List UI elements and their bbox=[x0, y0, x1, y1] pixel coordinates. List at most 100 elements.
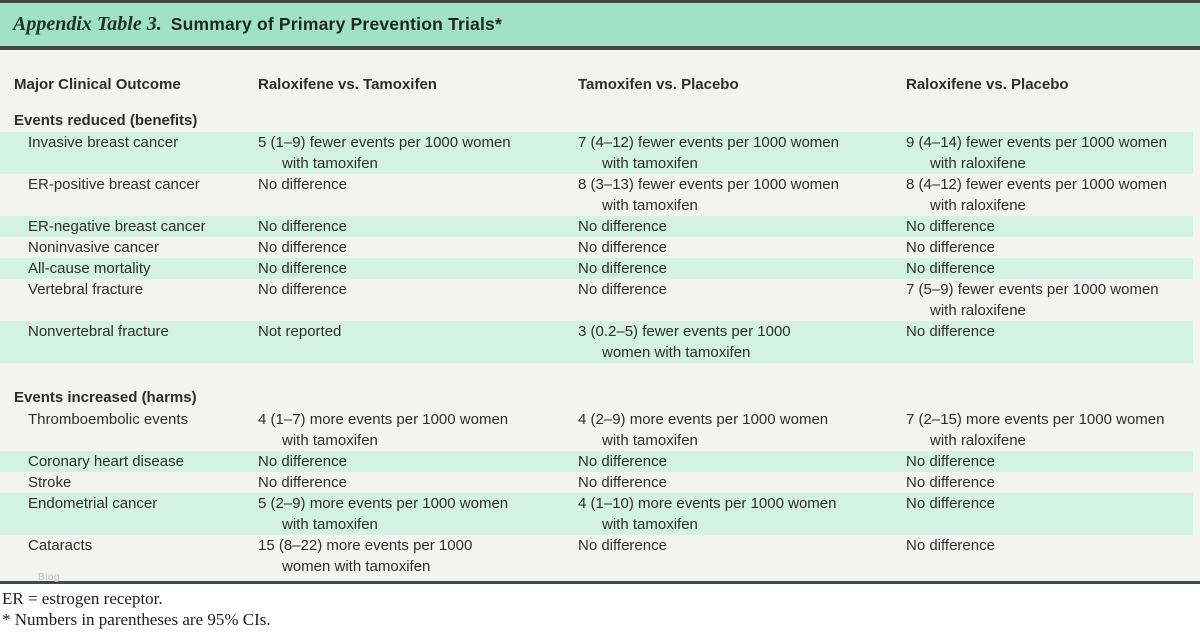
summary-table: Major Clinical Outcome Raloxifene vs. Ta… bbox=[0, 50, 1200, 581]
column-header-raloxifene-vs-placebo: Raloxifene vs. Placebo bbox=[906, 76, 1069, 93]
footnote-ci-note: * Numbers in parentheses are 95% CIs. bbox=[2, 610, 271, 629]
cell-text-line: No difference bbox=[578, 281, 667, 298]
cell-text-line: No difference bbox=[906, 239, 995, 256]
cell-text-line: No difference bbox=[906, 323, 995, 340]
table-cell: 7 (4–12) fewer events per 1000 women with… bbox=[578, 132, 906, 174]
table-cell: No difference bbox=[906, 237, 1193, 258]
cell-text-line: No difference bbox=[258, 260, 347, 277]
cell-text-line: women with tamoxifen bbox=[602, 344, 751, 361]
table-cell: No difference bbox=[578, 451, 906, 472]
cell-text-line: No difference bbox=[906, 453, 995, 470]
cell-text-line: 9 (4–14) fewer events per 1000 women bbox=[906, 134, 1167, 151]
cell-text-line: 8 (4–12) fewer events per 1000 women bbox=[906, 176, 1167, 193]
table-row: Nonvertebral fracture Not reported 3 (0.2–… bbox=[0, 321, 1193, 363]
cell-text-line: 7 (5–9) fewer events per 1000 women bbox=[906, 281, 1159, 298]
cell-text-line: with tamoxifen bbox=[602, 155, 698, 172]
table-cell: No difference bbox=[906, 321, 1193, 363]
cell-text-line: with tamoxifen bbox=[602, 197, 698, 214]
table-row: ER-positive breast cancer No difference 8 … bbox=[0, 174, 1193, 216]
cell-text-line: No difference bbox=[258, 453, 347, 470]
table-cell: 8 (4–12) fewer events per 1000 women with… bbox=[906, 174, 1193, 216]
section-title: Events reduced (benefits) bbox=[14, 112, 198, 129]
cell-text-line: with raloxifene bbox=[930, 155, 1026, 172]
table-cell: 3 (0.2–5) fewer events per 1000 women wit… bbox=[578, 321, 906, 363]
cell-text-line: 15 (8–22) more events per 1000 bbox=[258, 537, 473, 554]
table-cell: No difference bbox=[906, 258, 1193, 279]
table-cell: 15 (8–22) more events per 1000 women with… bbox=[258, 535, 578, 577]
cell-text-line: with raloxifene bbox=[930, 197, 1026, 214]
cell-text-line: No difference bbox=[258, 176, 347, 193]
cell-text-line: with raloxifene bbox=[930, 302, 1026, 319]
cell-text-line: 4 (1–10) more events per 1000 women bbox=[578, 495, 837, 512]
table-row: Thromboembolic events 4 (1–7) more events… bbox=[0, 409, 1193, 451]
cell-text-line: No difference bbox=[906, 218, 995, 235]
outcome-label: Invasive breast cancer bbox=[28, 134, 179, 151]
table-cell: No difference bbox=[578, 535, 906, 577]
table-cell: No difference bbox=[258, 258, 578, 279]
outcome-label: Endometrial cancer bbox=[28, 495, 158, 512]
outcome-label: Noninvasive cancer bbox=[28, 239, 159, 256]
cell-text-line: No difference bbox=[258, 239, 347, 256]
table-cell: No difference bbox=[578, 472, 906, 493]
cell-text-line: No difference bbox=[578, 218, 667, 235]
footnotes: ER = estrogen receptor. * Numbers in par… bbox=[0, 588, 1200, 630]
cell-text-line: Not reported bbox=[258, 323, 342, 340]
column-header-outcome: Major Clinical Outcome bbox=[14, 76, 181, 93]
outcome-label: Thromboembolic events bbox=[28, 411, 189, 428]
table-cell: No difference bbox=[906, 493, 1193, 535]
cell-text-line: No difference bbox=[578, 537, 667, 554]
cell-text-line: with tamoxifen bbox=[282, 432, 378, 449]
cell-text-line: with tamoxifen bbox=[602, 432, 698, 449]
cell-text-line: with tamoxifen bbox=[282, 516, 378, 533]
cell-text-line: 8 (3–13) fewer events per 1000 women bbox=[578, 176, 839, 193]
table-cell: No difference bbox=[258, 216, 578, 237]
table-cell: 4 (2–9) more events per 1000 women with t… bbox=[578, 409, 906, 451]
table-cell: 5 (2–9) more events per 1000 women with t… bbox=[258, 493, 578, 535]
table-cell: 8 (3–13) fewer events per 1000 women with… bbox=[578, 174, 906, 216]
table-cell: No difference bbox=[578, 237, 906, 258]
cell-text-line: 4 (2–9) more events per 1000 women bbox=[578, 411, 829, 428]
cell-text-line: No difference bbox=[258, 281, 347, 298]
cell-text-line: No difference bbox=[578, 453, 667, 470]
outcome-label: All-cause mortality bbox=[28, 260, 151, 277]
table-cell: Not reported bbox=[258, 321, 578, 363]
table-row: Invasive breast cancer 5 (1–9) fewer even… bbox=[0, 132, 1193, 174]
cell-text-line: No difference bbox=[906, 495, 995, 512]
table-cell: No difference bbox=[578, 258, 906, 279]
cell-text-line: 5 (1–9) fewer events per 1000 women bbox=[258, 134, 511, 151]
table-cell: No difference bbox=[258, 237, 578, 258]
cell-text-line: 3 (0.2–5) fewer events per 1000 bbox=[578, 323, 791, 340]
table-title-bar: Appendix Table 3. Summary of Primary Pre… bbox=[0, 0, 1200, 50]
table-cell: No difference bbox=[578, 216, 906, 237]
watermark-text: Blog bbox=[38, 572, 61, 583]
cell-text-line: women with tamoxifen bbox=[282, 558, 431, 575]
outcome-label: Nonvertebral fracture bbox=[28, 323, 169, 340]
cell-text-line: No difference bbox=[258, 218, 347, 235]
outcome-label: ER-negative breast cancer bbox=[28, 218, 206, 235]
table-cell: 4 (1–10) more events per 1000 women with … bbox=[578, 493, 906, 535]
table-cell: No difference bbox=[258, 279, 578, 321]
table-cell: No difference bbox=[906, 535, 1193, 577]
table-row: Noninvasive cancer No difference No differ… bbox=[0, 237, 1193, 258]
cell-text-line: No difference bbox=[906, 474, 995, 491]
table-cell: 9 (4–14) fewer events per 1000 women with… bbox=[906, 132, 1193, 174]
cell-text-line: No difference bbox=[578, 239, 667, 256]
cell-text-line: 4 (1–7) more events per 1000 women bbox=[258, 411, 509, 428]
table-cell: No difference bbox=[258, 472, 578, 493]
table-cell: No difference bbox=[906, 451, 1193, 472]
table-bottom-rule bbox=[0, 581, 1200, 584]
table-row: Stroke No difference No difference No diffe… bbox=[0, 472, 1193, 493]
outcome-label: Cataracts bbox=[28, 537, 93, 554]
table-body: Events reduced (benefits) Invasive breast… bbox=[0, 110, 1200, 577]
table-cell: No difference bbox=[258, 451, 578, 472]
cell-text-line: 5 (2–9) more events per 1000 women bbox=[258, 495, 509, 512]
cell-text-line: with raloxifene bbox=[930, 432, 1026, 449]
cell-text-line: No difference bbox=[258, 474, 347, 491]
cell-text-line: No difference bbox=[578, 260, 667, 277]
table-cell: 5 (1–9) fewer events per 1000 women with … bbox=[258, 132, 578, 174]
outcome-label: ER-positive breast cancer bbox=[28, 176, 200, 193]
table-cell: No difference bbox=[906, 472, 1193, 493]
cell-text-line: No difference bbox=[906, 260, 995, 277]
footnote-er-definition: ER = estrogen receptor. bbox=[2, 589, 163, 608]
table-cell: 4 (1–7) more events per 1000 women with t… bbox=[258, 409, 578, 451]
